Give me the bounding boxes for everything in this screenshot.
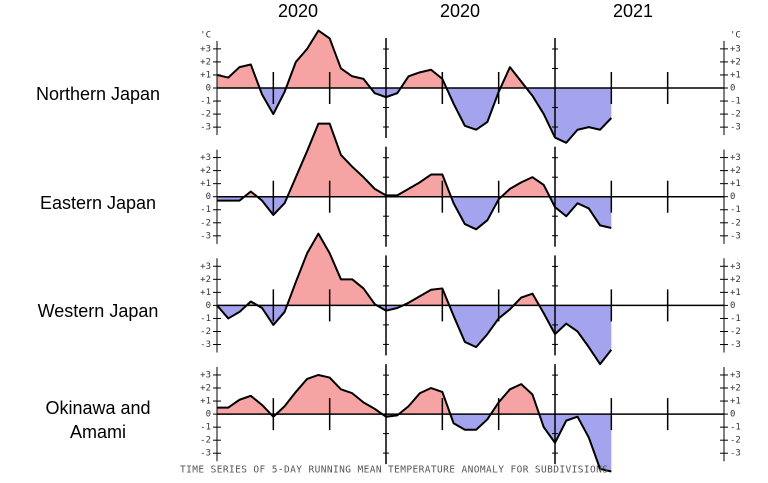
region-title: Northern Japan [35,84,161,104]
y-tick-label: +2 [730,384,741,394]
y-tick-label: -2 [730,436,741,446]
y-tick-label: -2 [200,436,211,446]
y-tick-label: 0 [206,192,211,202]
positive-area [244,123,550,197]
year-label: 2020 [440,1,480,21]
unit-label: 'C [200,30,211,40]
y-tick-label: -1 [730,314,741,324]
y-tick-label: -1 [200,423,211,433]
y-tick-label: +1 [730,70,741,80]
y-tick-label: +1 [200,288,211,298]
y-tick-label: -1 [730,423,741,433]
y-tick-label: +1 [730,288,741,298]
region-title: Western Japan [37,301,159,322]
y-tick-label: +1 [730,397,741,407]
y-tick-label: +2 [730,166,741,176]
y-tick-label: -3 [730,231,741,241]
y-tick-label: -2 [200,327,211,337]
y-tick-label: +3 [200,262,211,272]
y-tick-label: -3 [730,449,741,459]
region-title: Okinawa and Amami [45,398,151,443]
y-tick-label: +2 [200,384,211,394]
positive-area [246,233,540,306]
y-tick-label: +2 [200,275,211,285]
y-tick-label: +3 [730,153,741,163]
y-tick-label: +3 [200,153,211,163]
panel: +3 +3 +2 +2 +1 +1 0 0 -1 -1 -2 -2 -3 -3 [200,364,741,473]
y-tick-label: -2 [200,110,211,120]
negative-area [217,196,612,230]
positive-area [217,374,612,415]
y-tick-label: -2 [200,218,211,228]
negative-area [217,88,612,143]
negative-area [270,414,612,472]
y-tick-label: 0 [206,301,211,311]
y-tick-label: -3 [200,123,211,133]
y-tick-label: +1 [730,179,741,189]
y-tick-label: +3 [730,370,741,380]
anomaly-line [217,373,612,473]
y-tick-label: 0 [730,192,735,202]
anomaly-line [216,29,613,144]
caption: TIME SERIES OF 5-DAY RUNNING MEAN TEMPER… [180,465,608,476]
y-tick-label: -1 [730,97,741,107]
y-tick-label: +1 [200,179,211,189]
y-tick-label: +2 [200,166,211,176]
negative-area [217,305,612,365]
y-tick-label: +1 [200,397,211,407]
y-tick-label: -1 [200,97,211,107]
y-tick-label: +2 [730,275,741,285]
y-tick-label: -3 [200,449,211,459]
y-tick-label: 0 [730,410,735,420]
y-tick-label: +2 [730,57,741,67]
panel: +3 +3 +2 +2 +1 +1 0 0 -1 -1 -2 -2 -3 -3 [200,232,741,366]
y-tick-label: +2 [200,57,211,67]
y-tick-label: -1 [200,314,211,324]
y-tick-label: 0 [730,84,735,94]
y-tick-label: -3 [200,231,211,241]
unit-label: 'C [730,30,741,40]
year-label: 2020 [278,1,318,21]
y-tick-label: -2 [730,327,741,337]
panel: +3 +3 +2 +2 +1 +1 0 0 -1 -1 -2 -2 -3 -3 'C 'C [200,29,741,144]
y-tick-label: -2 [730,110,741,120]
positive-area [217,30,612,88]
panel: +3 +3 +2 +2 +1 +1 0 0 -1 -1 -2 -2 -3 -3 [200,122,741,247]
anomaly-line [216,232,613,366]
y-tick-label: 0 [730,301,735,311]
region-title: Eastern Japan [39,192,157,213]
y-tick-label: +3 [730,262,741,272]
y-tick-label: 0 [206,410,211,420]
y-tick-label: +3 [200,370,211,380]
y-tick-label: +3 [200,44,211,54]
y-tick-label: +1 [200,70,211,80]
y-tick-label: -1 [730,205,741,215]
year-label: 2021 [613,1,653,21]
y-tick-label: 0 [206,84,211,94]
y-tick-label: -3 [730,123,741,133]
anomaly-line [217,122,612,231]
y-tick-label: -3 [730,340,741,350]
y-tick-label: -3 [200,340,211,350]
y-tick-label: +3 [730,44,741,54]
y-tick-label: -2 [730,218,741,228]
y-tick-label: -1 [200,205,211,215]
